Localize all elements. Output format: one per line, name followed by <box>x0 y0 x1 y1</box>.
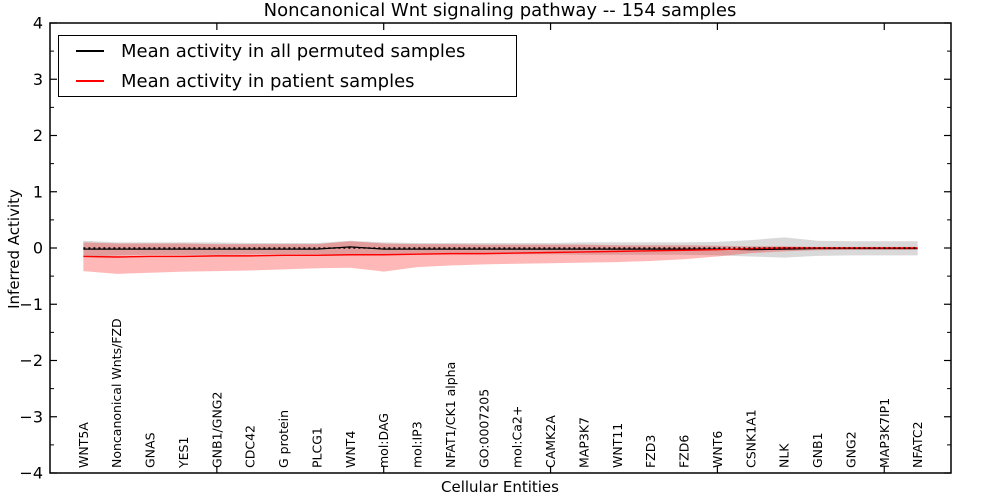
x-category-label: WNT4 <box>343 431 358 468</box>
y-tick-label: 3 <box>33 70 43 89</box>
y-axis-label: Inferred Activity <box>5 189 23 309</box>
x-category-label: Noncanonical Wnts/FZD <box>109 318 124 468</box>
x-category-label: WNT5A <box>76 422 91 468</box>
y-tick-label: 4 <box>33 14 43 33</box>
y-tick-label: −2 <box>19 351 43 370</box>
legend-label: Mean activity in all permuted samples <box>121 40 466 62</box>
x-category-label: NFAT1/CK1 alpha <box>443 362 458 468</box>
x-category-label: WNT6 <box>710 431 725 468</box>
y-tick-label: 2 <box>33 126 43 145</box>
y-tick-label: 0 <box>33 239 43 258</box>
y-tick-label: −1 <box>19 295 43 314</box>
chart-title: Noncanonical Wnt signaling pathway -- 15… <box>263 0 737 21</box>
y-tick-label: −3 <box>19 407 43 426</box>
permuted-band <box>83 237 918 258</box>
x-category-label: G protein <box>276 410 291 468</box>
x-category-label: NLK <box>777 443 792 468</box>
x-category-label: FZD3 <box>643 435 658 468</box>
y-tick-label: 1 <box>33 182 43 201</box>
x-category-label: CAMK2A <box>543 415 558 468</box>
x-category-label: NFATC2 <box>910 421 925 468</box>
x-category-label: FZD6 <box>677 435 692 468</box>
x-category-label: MAP3K7IP1 <box>877 398 892 468</box>
legend-line-permuted-icon <box>76 50 104 52</box>
x-category-label: GNAS <box>143 432 158 468</box>
y-tick-label: −4 <box>19 464 43 483</box>
x-category-label: YES1 <box>176 437 191 469</box>
x-category-label: GNB1 <box>810 432 825 468</box>
legend-line-patient-icon <box>76 80 104 82</box>
x-category-label: PLCG1 <box>309 427 324 468</box>
x-category-label: mol:DAG <box>376 413 391 468</box>
x-category-label: CDC42 <box>243 425 258 468</box>
x-category-label: mol:IP3 <box>410 421 425 468</box>
legend-item: Mean activity in all permuted samples <box>59 37 516 66</box>
legend-label: Mean activity in patient samples <box>121 70 415 92</box>
permuted-mean-line <box>83 246 918 251</box>
x-category-label: MAP3K7 <box>576 417 591 468</box>
legend: Mean activity in all permuted samples Me… <box>58 35 517 97</box>
x-axis-label: Cellular Entities <box>441 478 559 496</box>
x-category-label: WNT11 <box>610 423 625 468</box>
x-category-label: GNG2 <box>843 431 858 468</box>
x-category-label: CSNK1A1 <box>743 409 758 468</box>
x-category-label: GO:0007205 <box>476 389 491 468</box>
x-category-label: mol:Ca2+ <box>510 406 525 468</box>
legend-item: Mean activity in patient samples <box>59 67 516 96</box>
x-category-label: GNB1/GNG2 <box>209 392 224 468</box>
